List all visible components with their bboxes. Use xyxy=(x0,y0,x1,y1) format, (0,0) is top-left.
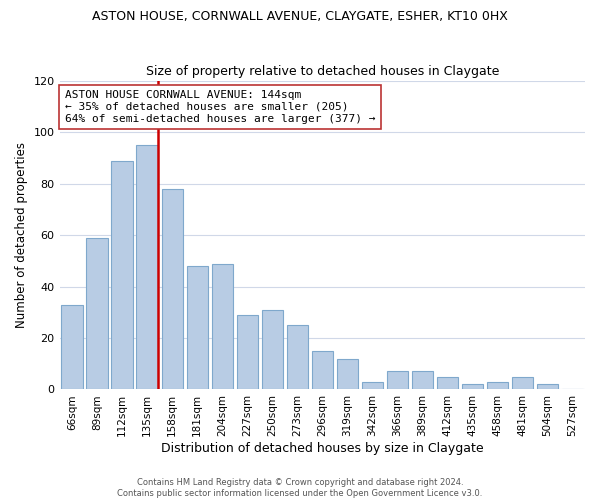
Title: Size of property relative to detached houses in Claygate: Size of property relative to detached ho… xyxy=(146,66,499,78)
Y-axis label: Number of detached properties: Number of detached properties xyxy=(15,142,28,328)
Bar xyxy=(136,146,158,390)
Text: Contains HM Land Registry data © Crown copyright and database right 2024.
Contai: Contains HM Land Registry data © Crown c… xyxy=(118,478,482,498)
Bar xyxy=(537,384,558,390)
Bar xyxy=(236,315,258,390)
Bar xyxy=(512,376,533,390)
Bar xyxy=(412,372,433,390)
Text: ASTON HOUSE, CORNWALL AVENUE, CLAYGATE, ESHER, KT10 0HX: ASTON HOUSE, CORNWALL AVENUE, CLAYGATE, … xyxy=(92,10,508,23)
Bar xyxy=(462,384,483,390)
Bar xyxy=(262,310,283,390)
Bar xyxy=(437,376,458,390)
Bar xyxy=(287,325,308,390)
Bar xyxy=(311,351,333,390)
Bar xyxy=(161,189,183,390)
Bar xyxy=(487,382,508,390)
Text: ASTON HOUSE CORNWALL AVENUE: 144sqm
← 35% of detached houses are smaller (205)
6: ASTON HOUSE CORNWALL AVENUE: 144sqm ← 35… xyxy=(65,90,375,124)
Bar xyxy=(86,238,108,390)
X-axis label: Distribution of detached houses by size in Claygate: Distribution of detached houses by size … xyxy=(161,442,484,455)
Bar xyxy=(362,382,383,390)
Bar xyxy=(112,160,133,390)
Bar xyxy=(187,266,208,390)
Bar xyxy=(387,372,408,390)
Bar xyxy=(61,304,83,390)
Bar xyxy=(337,358,358,390)
Bar xyxy=(212,264,233,390)
